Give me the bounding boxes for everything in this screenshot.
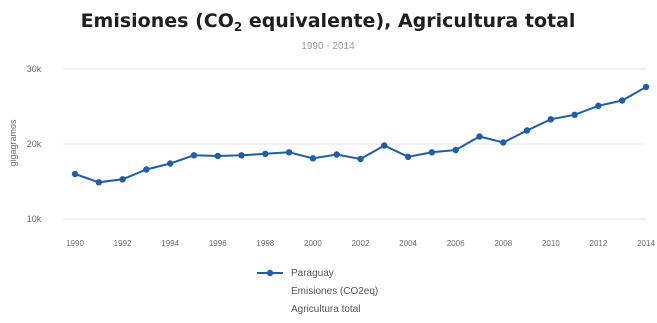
y-tick-label: 10k <box>27 214 42 224</box>
chart-title-rest: equivalente), Agricultura total <box>242 10 575 32</box>
series-layer <box>71 83 650 186</box>
data-point[interactable] <box>71 170 79 178</box>
data-point[interactable] <box>547 116 554 123</box>
data-point[interactable] <box>357 155 364 163</box>
chart-title: Emisiones (CO2 equivalente), Agricultura… <box>81 10 576 34</box>
data-point[interactable] <box>595 102 602 110</box>
data-point[interactable] <box>428 149 436 156</box>
data-point[interactable] <box>523 127 531 134</box>
data-point[interactable] <box>404 153 412 160</box>
chart-title-main: Emisiones (CO <box>81 10 234 32</box>
legend[interactable]: Paraguay Emisiones (CO2eq) Agricultura t… <box>257 268 378 315</box>
data-point[interactable] <box>238 152 245 159</box>
data-point[interactable] <box>642 83 650 91</box>
data-point[interactable] <box>95 179 103 186</box>
x-tick-label: 1998 <box>256 239 274 248</box>
x-tick-label: 2006 <box>447 239 465 248</box>
data-point[interactable] <box>381 142 388 149</box>
x-tick-label: 2002 <box>352 239 370 248</box>
data-point[interactable] <box>167 160 174 167</box>
data-point[interactable] <box>143 166 150 173</box>
y-tick-label: 20k <box>27 139 42 149</box>
x-tick-label: 2010 <box>542 239 560 248</box>
x-tick-label: 1994 <box>161 239 179 248</box>
data-point[interactable] <box>476 133 483 140</box>
series-line <box>74 86 647 184</box>
chart-title-subscript: 2 <box>234 20 242 34</box>
x-tick-label: 2000 <box>304 239 322 248</box>
data-point[interactable] <box>309 155 317 162</box>
x-tick-label: 1990 <box>66 239 84 248</box>
data-point[interactable] <box>500 139 507 146</box>
data-point[interactable] <box>190 152 198 159</box>
x-tick-label: 2014 <box>637 239 655 248</box>
legend-label-line-1: Paraguay <box>291 268 334 279</box>
chart-subtitle: 1990 - 2014 <box>301 41 355 52</box>
y-tick-layer: 10k 20k 30k <box>27 64 42 224</box>
legend-label-line-3: Agricultura total <box>291 304 360 315</box>
data-point[interactable] <box>452 146 459 154</box>
data-point[interactable] <box>619 97 626 104</box>
data-point[interactable] <box>571 111 578 119</box>
x-tick-label: 2008 <box>494 239 512 248</box>
y-axis-label: gigagramos <box>8 119 18 167</box>
x-tick-label: 1992 <box>114 239 132 248</box>
data-point[interactable] <box>333 151 340 158</box>
x-tick-layer: 1990 1992 1994 1996 1998 2000 2002 2004 2006 2008… <box>66 239 655 248</box>
x-tick-label: 2004 <box>399 239 417 248</box>
data-point[interactable] <box>119 176 126 183</box>
grid-layer <box>63 68 646 220</box>
data-point[interactable] <box>285 149 293 156</box>
y-tick-label: 30k <box>27 64 42 74</box>
data-point[interactable] <box>262 150 269 157</box>
legend-label-line-2: Emisiones (CO2eq) <box>291 286 378 297</box>
legend-marker-swatch <box>266 269 274 277</box>
x-tick-label: 1996 <box>209 239 227 248</box>
data-point[interactable] <box>214 152 221 160</box>
x-tick-label: 2012 <box>590 239 608 248</box>
